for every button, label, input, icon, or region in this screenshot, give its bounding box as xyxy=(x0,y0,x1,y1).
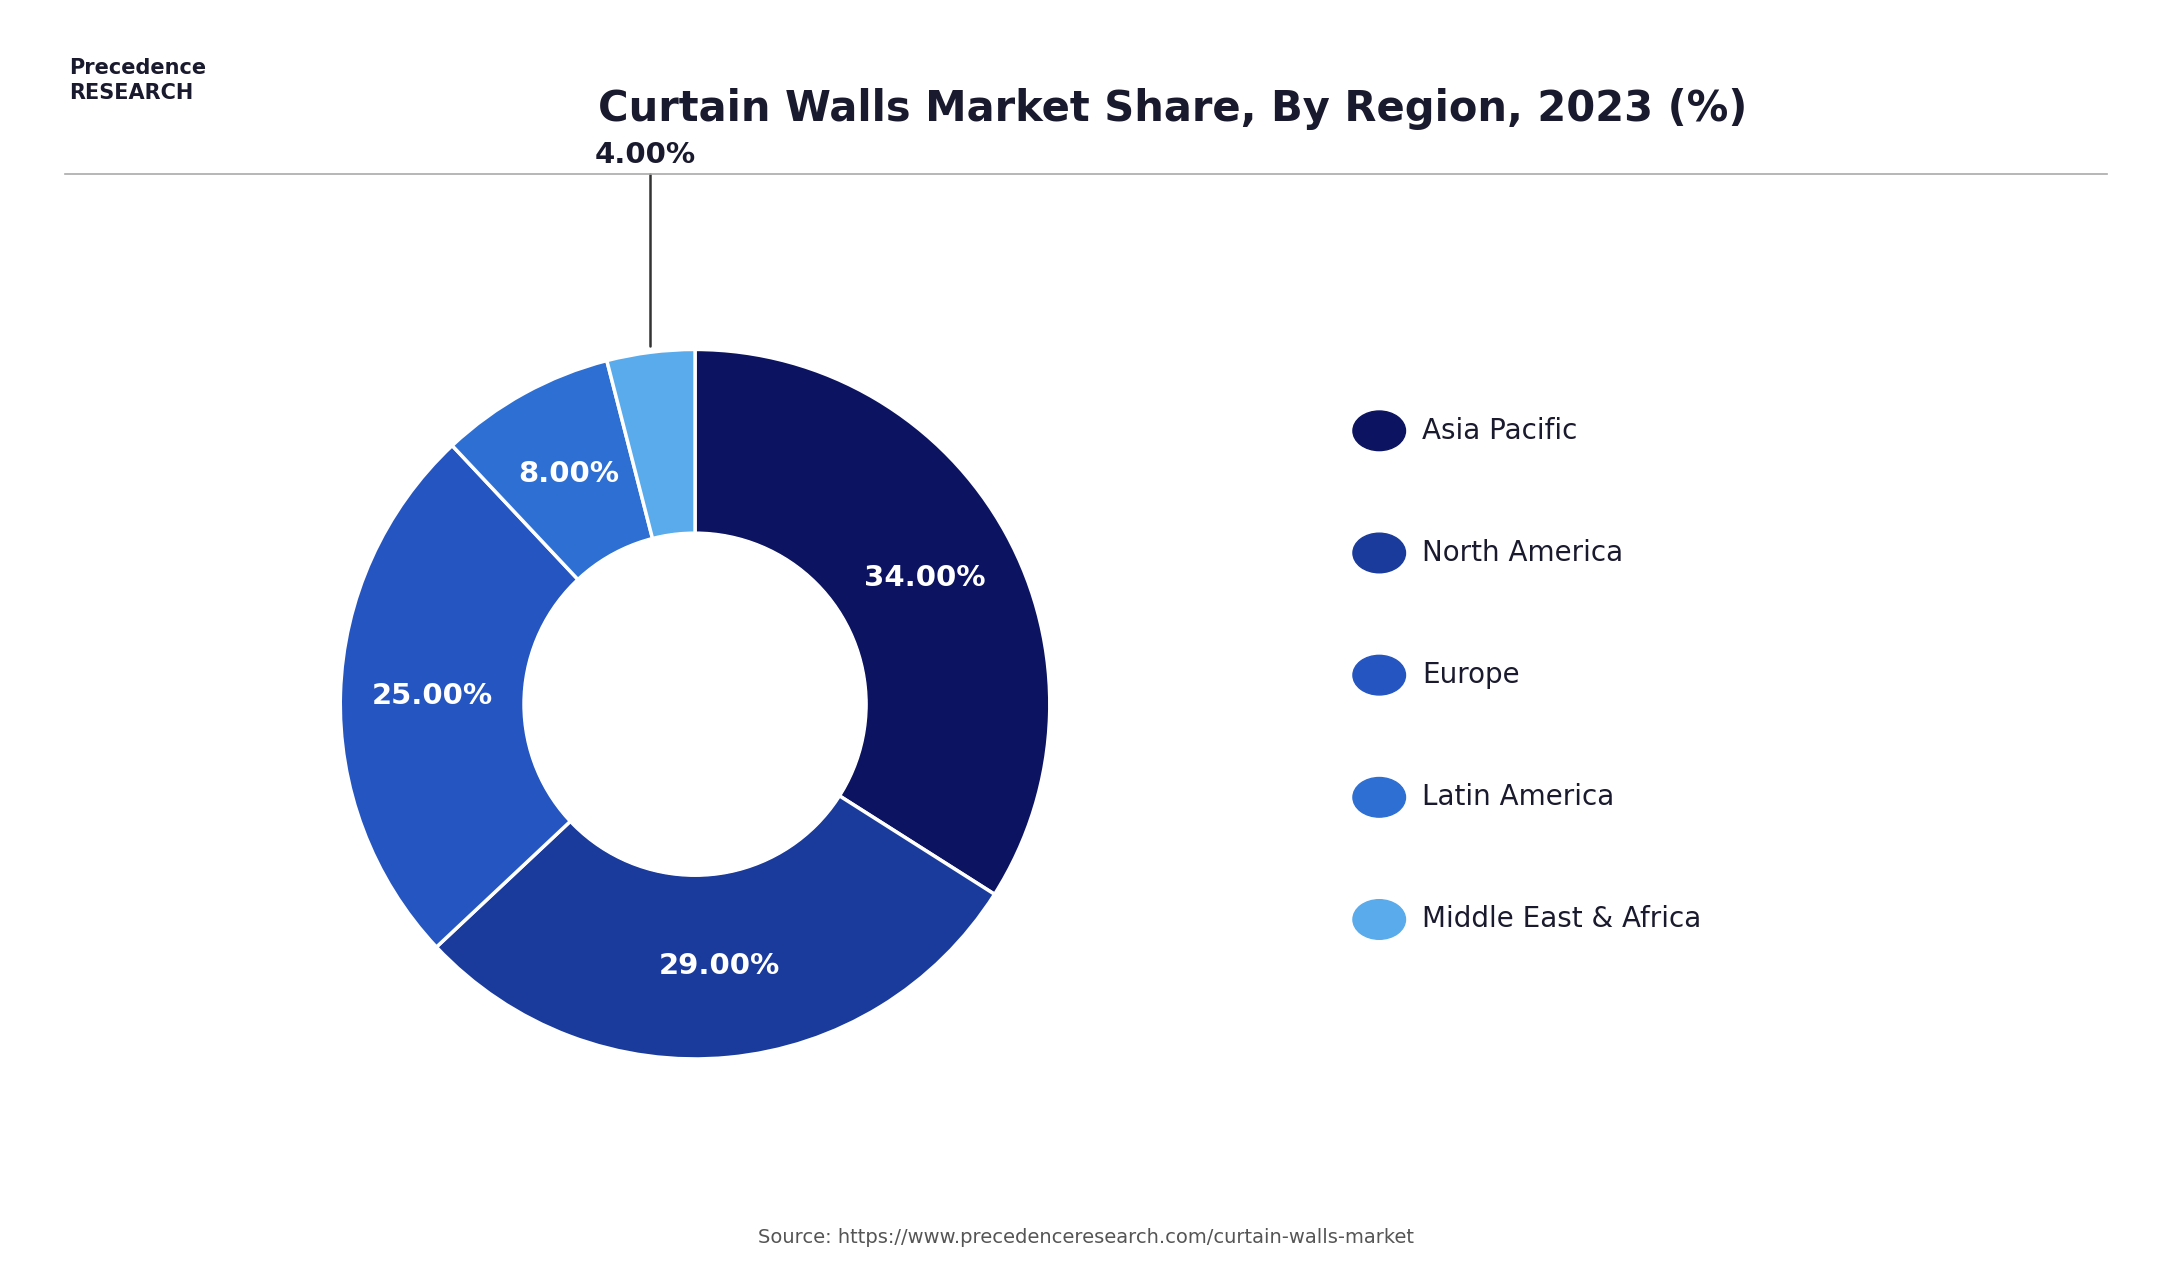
Text: Europe: Europe xyxy=(1423,661,1520,689)
Text: 4.00%: 4.00% xyxy=(595,140,695,346)
Wedge shape xyxy=(437,796,995,1058)
Text: North America: North America xyxy=(1423,539,1622,567)
Text: Precedence
RESEARCH: Precedence RESEARCH xyxy=(70,58,206,103)
Wedge shape xyxy=(695,350,1049,894)
Text: 25.00%: 25.00% xyxy=(371,682,493,710)
Text: 34.00%: 34.00% xyxy=(864,563,986,592)
Wedge shape xyxy=(452,360,654,580)
Wedge shape xyxy=(606,350,695,539)
Text: Curtain Walls Market Share, By Region, 2023 (%): Curtain Walls Market Share, By Region, 2… xyxy=(597,89,1748,130)
Text: Asia Pacific: Asia Pacific xyxy=(1423,417,1577,445)
Circle shape xyxy=(523,532,867,876)
Text: Latin America: Latin America xyxy=(1423,783,1614,811)
Text: 29.00%: 29.00% xyxy=(658,952,780,980)
Text: Source: https://www.precedenceresearch.com/curtain-walls-market: Source: https://www.precedenceresearch.c… xyxy=(758,1228,1414,1246)
Wedge shape xyxy=(341,445,578,946)
Text: 8.00%: 8.00% xyxy=(519,460,619,489)
Text: Middle East & Africa: Middle East & Africa xyxy=(1423,905,1701,934)
